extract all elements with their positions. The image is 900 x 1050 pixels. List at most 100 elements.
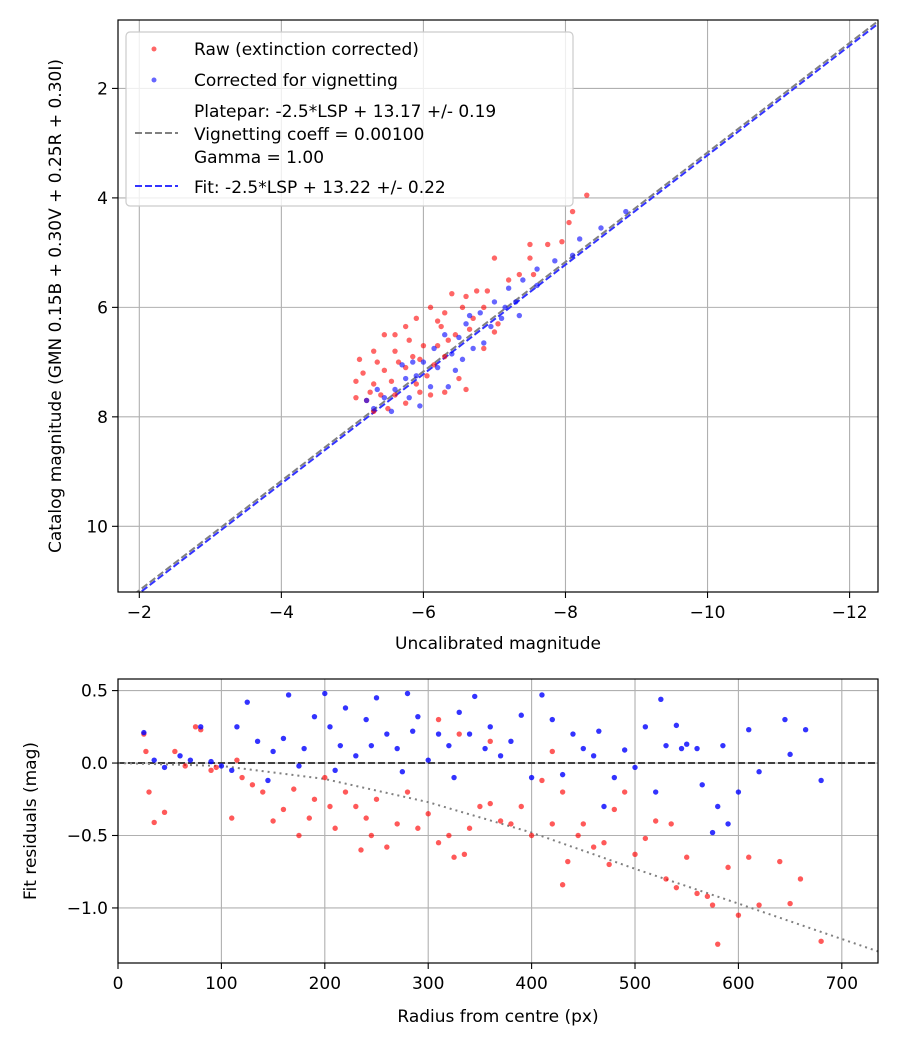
raw-point — [367, 389, 373, 395]
corrected-point — [598, 225, 604, 231]
corrected-residual-point — [363, 716, 369, 723]
corrected-point — [371, 405, 377, 412]
corrected-residual-point — [694, 745, 700, 752]
corrected-residual-point — [446, 742, 452, 749]
raw-point — [442, 389, 448, 395]
raw-residual-point — [291, 786, 297, 792]
corrected-point — [456, 334, 462, 341]
raw-point — [566, 219, 572, 226]
raw-residual-point — [715, 941, 721, 947]
corrected-residual-point — [658, 696, 664, 702]
corrected-residual-point — [229, 767, 235, 773]
corrected-residual-point — [699, 782, 705, 788]
raw-residual-point — [756, 902, 762, 908]
corrected-residual-point — [725, 821, 731, 827]
corrected-residual-point — [265, 777, 271, 784]
raw-point — [505, 277, 512, 283]
raw-point — [353, 378, 359, 384]
raw-point — [371, 381, 377, 387]
raw-residual-point — [632, 851, 638, 858]
corrected-point — [470, 345, 476, 352]
bottom-y-tick-label: −0.5 — [67, 826, 108, 846]
corrected-residual-point — [580, 745, 587, 752]
raw-point — [413, 381, 420, 387]
corrected-residual-point — [254, 738, 261, 745]
corrected-residual-point — [709, 829, 716, 836]
raw-point — [410, 353, 416, 360]
raw-residual-point — [182, 763, 188, 769]
corrected-residual-point — [337, 742, 344, 749]
bottom-x-axis-label: Radius from centre (px) — [397, 1007, 598, 1027]
raw-residual-point — [234, 757, 240, 763]
bottom-x-tick-label: 0 — [113, 974, 124, 994]
corrected-residual-point — [715, 803, 721, 810]
raw-residual-point — [746, 854, 752, 860]
raw-point — [456, 375, 462, 382]
corrected-residual-point — [497, 753, 504, 759]
corrected-residual-point — [735, 789, 742, 795]
corrected-residual-point — [601, 803, 607, 810]
raw-residual-point — [229, 815, 235, 821]
corrected-point — [502, 304, 508, 311]
corrected-residual-point — [141, 729, 147, 736]
bottom-reference-lines — [118, 762, 878, 953]
corrected-point — [442, 332, 448, 338]
corrected-residual-point — [322, 690, 328, 697]
raw-residual-point — [446, 832, 452, 839]
legend-label-raw: Raw (extinction corrected) — [194, 40, 419, 60]
corrected-residual-point — [611, 774, 618, 781]
corrected-point — [449, 351, 455, 357]
raw-residual-point — [797, 876, 804, 882]
corrected-point — [427, 384, 434, 390]
raw-residual-point — [466, 825, 473, 831]
raw-residual-point — [342, 789, 349, 795]
raw-point — [491, 255, 498, 261]
raw-residual-point — [327, 803, 333, 810]
raw-residual-point — [415, 825, 421, 831]
raw-residual-point — [358, 847, 364, 853]
raw-point — [371, 348, 377, 354]
top-x-tick-label: −6 — [411, 603, 436, 623]
raw-point — [392, 348, 398, 354]
top-y-tick-label: 2 — [97, 79, 108, 99]
calibration-plot: −2 −4 −6 −8 −10 −12 2 4 6 8 10 Uncalibrated magnit… — [46, 19, 879, 654]
top-x-tick-label: −10 — [690, 603, 726, 623]
raw-point — [584, 192, 590, 198]
raw-point — [374, 359, 380, 365]
corrected-residual-point — [394, 745, 400, 752]
raw-residual-point — [580, 821, 587, 827]
corrected-residual-point — [652, 789, 659, 795]
raw-point — [392, 392, 398, 398]
raw-residual-point — [322, 774, 328, 781]
raw-residual-point — [456, 731, 462, 737]
corrected-point — [399, 362, 405, 368]
raw-residual-point — [368, 832, 375, 839]
raw-residual-point — [549, 821, 555, 827]
raw-residual-point — [709, 902, 716, 908]
raw-residual-point — [497, 818, 504, 824]
bottom-x-tick-label: 600 — [722, 974, 754, 994]
raw-residual-point — [208, 767, 214, 773]
raw-residual-point — [249, 782, 256, 788]
legend-label-gamma: Gamma = 1.00 — [194, 148, 324, 168]
raw-point — [442, 353, 448, 360]
corrected-residual-point — [596, 728, 602, 734]
corrected-point — [374, 386, 380, 393]
corrected-residual-point — [198, 724, 204, 730]
raw-point — [445, 337, 451, 343]
corrected-residual-point — [384, 731, 390, 737]
raw-residual-point — [818, 938, 824, 944]
raw-point — [516, 271, 523, 278]
corrected-residual-point — [151, 757, 157, 763]
raw-residual-point — [611, 806, 618, 813]
corrected-residual-point — [472, 693, 478, 700]
raw-residual-point — [425, 811, 431, 817]
raw-point — [392, 332, 398, 338]
bottom-y-tick-label: 0.5 — [81, 682, 108, 702]
corrected-point — [569, 252, 576, 259]
corrected-residual-point — [368, 742, 375, 749]
raw-residual-point — [213, 764, 219, 771]
raw-point — [420, 342, 427, 349]
legend-marker-corrected — [151, 77, 157, 83]
raw-point — [473, 288, 480, 294]
